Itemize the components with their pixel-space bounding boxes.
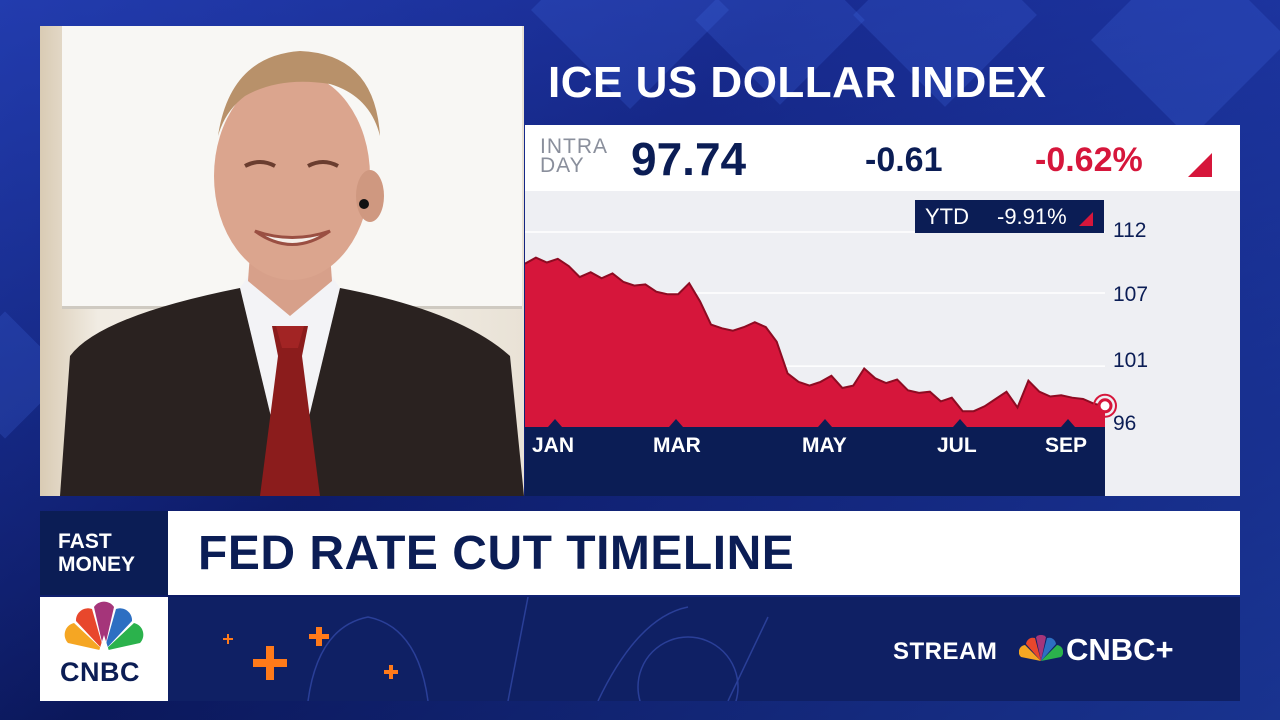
guest-figure (60, 51, 524, 496)
quote-header: INTRA DAY 97.74 -0.61 -0.62% (525, 125, 1240, 191)
change-value: -0.61 (865, 141, 943, 179)
current-price-marker (1093, 393, 1117, 418)
logo-text: CNBC (60, 657, 140, 687)
y-tick-label: 101 (1113, 349, 1149, 372)
headline-bar: FED RATE CUT TIMELINE (168, 511, 1240, 595)
price-area-chart (525, 231, 1117, 427)
y-tick-label: 96 (1113, 412, 1137, 435)
decorative-pattern (223, 597, 769, 701)
peacock-icon (64, 601, 144, 651)
x-tick-marker (818, 419, 832, 427)
current-price-dot (1097, 398, 1113, 414)
change-triangle-icon (1188, 153, 1212, 177)
price-value: 97.74 (631, 133, 747, 185)
ytd-label: YTD (925, 204, 969, 229)
stream-label: STREAM (893, 638, 998, 665)
show-name-line2: MONEY (58, 553, 136, 576)
intraday-label: INTRA DAY (540, 135, 608, 177)
cnbc-plus-peacock-icon (1019, 635, 1063, 661)
index-chart-panel: INTRA DAY 97.74 -0.61 -0.62% JAN MAR MAY JU… (525, 125, 1240, 496)
x-tick-label: MAY (802, 434, 847, 457)
chart-title: ICE US DOLLAR INDEX (548, 58, 1047, 107)
x-tick-marker (669, 419, 683, 427)
x-tick-label: JAN (532, 434, 575, 457)
show-name-tag: FAST MONEY (40, 511, 168, 595)
headline-text: FED RATE CUT TIMELINE (198, 527, 795, 580)
intraday-label-line2: DAY (540, 154, 585, 177)
change-percent: -0.62% (1035, 141, 1143, 179)
x-tick-label: MAR (653, 434, 701, 457)
x-tick-label: SEP (1045, 434, 1088, 457)
ytd-badge: YTD -9.91% (915, 200, 1104, 233)
x-tick-marker (548, 419, 562, 427)
x-tick-marker (1061, 419, 1075, 427)
price-line (525, 256, 1106, 413)
price-area (525, 257, 1105, 427)
cnbc-plus-label: CNBC+ (1066, 632, 1174, 667)
y-tick-label: 107 (1113, 283, 1149, 306)
x-tick-label: JUL (937, 434, 977, 457)
x-axis-band (525, 427, 1105, 496)
show-name-line1: FAST (58, 530, 112, 553)
guest-video-feed (40, 26, 524, 496)
x-tick-marker (953, 419, 967, 427)
ytd-value: -9.91% (997, 204, 1067, 229)
network-logo: CNBC (40, 597, 168, 701)
ytd-triangle-icon (1079, 212, 1093, 226)
y-tick-label: 112 (1113, 219, 1147, 242)
intraday-label-line1: INTRA (540, 135, 608, 158)
